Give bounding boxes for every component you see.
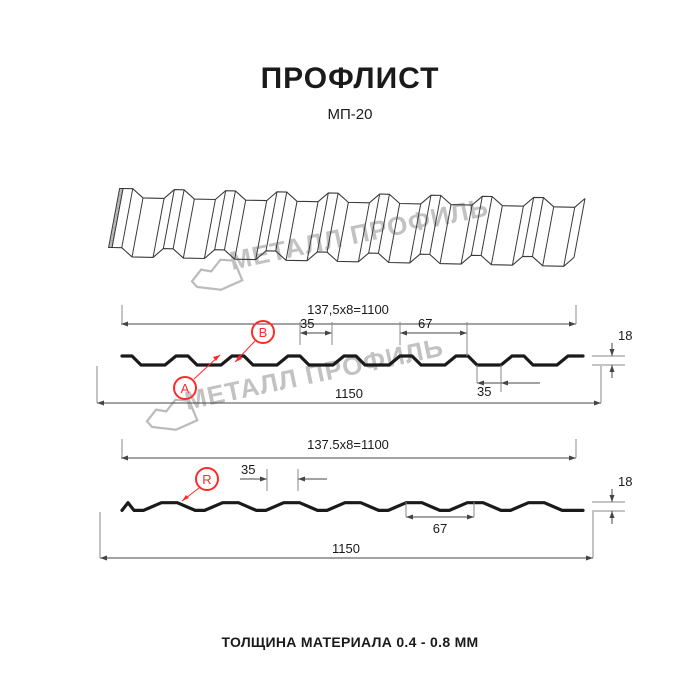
svg-text:18: 18 — [618, 474, 632, 489]
svg-text:1150: 1150 — [332, 541, 360, 556]
svg-text:137,5x8=1100: 137,5x8=1100 — [307, 302, 389, 317]
svg-text:18: 18 — [618, 328, 632, 343]
svg-text:R: R — [202, 472, 211, 487]
svg-text:1150: 1150 — [335, 386, 363, 401]
svg-text:67: 67 — [418, 316, 432, 331]
svg-text:67: 67 — [433, 521, 447, 536]
svg-text:35: 35 — [300, 316, 314, 331]
svg-text:B: B — [259, 325, 268, 340]
svg-text:35: 35 — [477, 384, 491, 399]
svg-text:137.5x8=1100: 137.5x8=1100 — [307, 437, 389, 452]
svg-text:A: A — [181, 381, 190, 396]
svg-text:35: 35 — [241, 462, 255, 477]
